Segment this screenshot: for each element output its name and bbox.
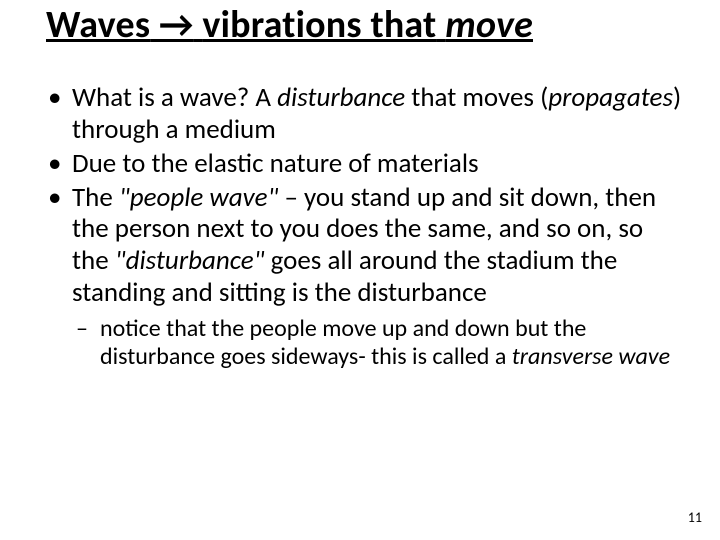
bullet-text: The	[72, 181, 119, 214]
arrow-right-icon: →	[159, 2, 194, 48]
title-word-waves: Waves	[46, 2, 150, 48]
bullet-text: that moves (	[405, 81, 548, 114]
bullet-text-italic: "people wave"	[119, 181, 278, 214]
title-word-vibrations: vibrations that	[202, 2, 436, 48]
bullet-text-italic: "disturbance"	[115, 244, 265, 277]
sub-bullet-list: notice that the people move up and down …	[36, 315, 684, 372]
bullet-text-italic: propagates	[548, 81, 673, 114]
bullet-text: What is a wave? A	[72, 81, 277, 114]
slide: Waves → vibrations that move What is a w…	[0, 0, 720, 540]
bullet-item: What is a wave? A disturbance that moves…	[48, 82, 684, 146]
slide-title: Waves → vibrations that move	[36, 0, 684, 48]
bullet-text-italic: disturbance	[277, 81, 405, 114]
title-word-move: move	[445, 2, 533, 48]
bullet-item: The "people wave" – you stand up and sit…	[48, 182, 684, 309]
sub-bullet-item: notice that the people move up and down …	[76, 315, 684, 372]
bullet-text: Due to the elastic nature of materials	[72, 147, 479, 180]
bullet-list: What is a wave? A disturbance that moves…	[36, 82, 684, 309]
sub-bullet-text-italic: transverse wave	[512, 342, 670, 371]
page-number: 11	[688, 509, 702, 526]
bullet-item: Due to the elastic nature of materials	[48, 148, 684, 180]
